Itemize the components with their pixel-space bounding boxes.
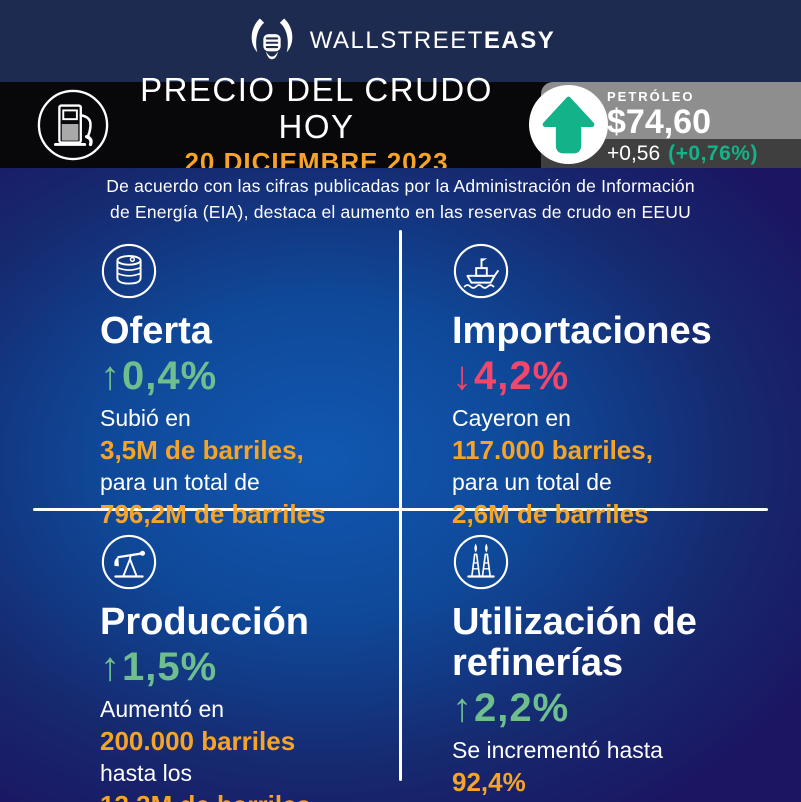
- quadrant-title: Importaciones: [452, 310, 712, 352]
- ticker-label: PETRÓLEO: [607, 89, 695, 104]
- quadrant-pct: 0,4%: [122, 354, 218, 399]
- ticker-change-pct: (+0,76%): [668, 141, 758, 165]
- quadrant-pct: 2,2%: [474, 686, 570, 731]
- up-arrow-glyph: ↑: [100, 645, 121, 690]
- cargo-ship-icon: [452, 242, 801, 300]
- brand-name-regular: WALLSTREET: [309, 27, 484, 54]
- intro-line-2: de Energía (EIA), destaca el aumento en …: [110, 202, 691, 222]
- brand-name-bold: EASY: [483, 27, 556, 54]
- quadrant-title: Oferta: [100, 310, 212, 352]
- up-arrow-badge-icon: [528, 84, 609, 165]
- stat-line: para un total de: [100, 469, 260, 496]
- quadrant-title: Producción: [100, 601, 310, 643]
- quadrant-importaciones: Importaciones ↓4,2% Cayeron en 117.000 b…: [402, 230, 801, 529]
- stat-line: 200.000 barriles: [100, 726, 296, 757]
- stat-line: 3,5M de barriles,: [100, 435, 304, 466]
- logo-bar: WALLSTREETEASY: [0, 0, 801, 82]
- stat-line: 13,3M de barriles: [100, 789, 399, 802]
- quadrant-change: ↑0,4%: [100, 353, 399, 399]
- stat-line: Subió en: [100, 405, 191, 432]
- stat-line: 92,4%: [452, 767, 526, 798]
- oil-barrel-icon: [100, 242, 399, 300]
- brand-name: WALLSTREETEASY: [310, 27, 556, 55]
- quadrant-pct: 1,5%: [122, 645, 218, 690]
- quadrant-utilizacion-refinerias: Utilización de refinerías ↑2,2% Se incre…: [402, 511, 801, 797]
- stat-line: 796,2M de barriles: [100, 499, 326, 530]
- header-title-block: PRECIO DEL CRUDO HOY 20 DICIEMBRE 2023: [110, 72, 529, 178]
- ticker-price: $74,60: [607, 103, 711, 141]
- quadrant-oferta: Oferta ↑0,4% Subió en 3,5M de barriles, …: [0, 230, 399, 529]
- down-arrow-glyph: ↓: [452, 354, 473, 399]
- vertical-divider: [399, 230, 402, 781]
- up-arrow-glyph: ↑: [452, 686, 473, 731]
- stat-line: Aumentó en: [100, 696, 225, 723]
- intro-line-1: De acuerdo con las cifras publicadas por…: [106, 175, 695, 196]
- ticker-change: +0,56: [607, 141, 661, 165]
- bull-logo-icon: [246, 13, 298, 69]
- intro-text: De acuerdo con las cifras publicadas por…: [0, 168, 801, 230]
- stats-grid: Oferta ↑0,4% Subió en 3,5M de barriles, …: [0, 230, 801, 802]
- pumpjack-icon: [100, 533, 399, 591]
- quadrant-produccion: Producción ↑1,5% Aumentó en 200.000 barr…: [0, 511, 399, 802]
- stat-line: Se incrementó hasta: [452, 737, 663, 764]
- page-title: PRECIO DEL CRUDO HOY: [140, 71, 493, 145]
- header-bar: PRECIO DEL CRUDO HOY 20 DICIEMBRE 2023 P…: [0, 72, 801, 177]
- fuel-pump-icon: [36, 88, 110, 162]
- quadrant-change: ↑1,5%: [100, 644, 399, 690]
- stat-line: 2,6M de barriles: [452, 499, 649, 530]
- horizontal-divider: [33, 508, 768, 511]
- stat-line: para un total de: [452, 469, 612, 496]
- quadrant-change: ↓4,2%: [452, 353, 801, 399]
- stat-line: hasta los: [100, 760, 193, 787]
- quadrant-change: ↑2,2%: [452, 685, 801, 731]
- up-arrow-glyph: ↑: [100, 354, 121, 399]
- stat-line: 117.000 barriles,: [452, 435, 653, 466]
- price-ticker-panel: PETRÓLEO $74,60 +0,56 (+0,76%): [529, 82, 801, 168]
- quadrant-title: Utilización de refinerías: [452, 601, 697, 685]
- refinery-towers-icon: [452, 533, 801, 591]
- stat-line: Cayeron en: [452, 405, 571, 432]
- content-area: De acuerdo con las cifras publicadas por…: [0, 168, 801, 802]
- ticker-main-box: PETRÓLEO $74,60: [541, 82, 801, 139]
- quadrant-pct: 4,2%: [474, 354, 570, 399]
